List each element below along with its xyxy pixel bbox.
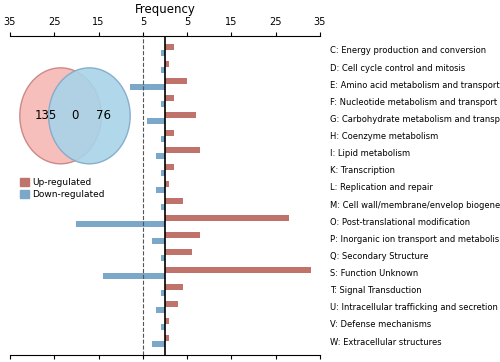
Bar bbox=[165, 164, 174, 170]
Bar bbox=[165, 301, 178, 307]
Bar bbox=[152, 341, 165, 347]
Bar bbox=[160, 170, 165, 176]
Bar bbox=[165, 249, 192, 256]
Bar bbox=[165, 318, 170, 324]
X-axis label: Frequency: Frequency bbox=[134, 3, 196, 16]
Bar bbox=[160, 256, 165, 261]
Bar bbox=[165, 181, 170, 187]
Bar bbox=[165, 335, 170, 341]
Bar bbox=[160, 101, 165, 107]
Bar bbox=[103, 273, 165, 278]
Bar bbox=[165, 198, 182, 204]
Bar bbox=[156, 153, 165, 159]
Legend: Up-regulated, Down-regulated: Up-regulated, Down-regulated bbox=[20, 178, 104, 199]
Bar bbox=[160, 204, 165, 210]
Bar bbox=[165, 284, 182, 290]
Ellipse shape bbox=[20, 68, 102, 164]
Bar bbox=[156, 307, 165, 313]
Bar bbox=[156, 187, 165, 193]
Bar bbox=[165, 113, 196, 118]
Bar bbox=[130, 84, 165, 90]
Bar bbox=[165, 44, 174, 50]
Text: 76: 76 bbox=[96, 109, 112, 122]
Bar bbox=[165, 78, 187, 84]
Ellipse shape bbox=[48, 68, 130, 164]
Bar bbox=[165, 147, 200, 153]
Bar bbox=[160, 324, 165, 330]
Bar bbox=[165, 215, 289, 221]
Bar bbox=[148, 118, 165, 125]
Bar bbox=[165, 266, 311, 273]
Text: 0: 0 bbox=[72, 109, 78, 122]
Bar bbox=[165, 130, 174, 135]
Bar bbox=[165, 61, 170, 67]
Bar bbox=[152, 238, 165, 244]
Bar bbox=[160, 50, 165, 56]
Bar bbox=[165, 95, 174, 101]
Bar bbox=[76, 221, 165, 227]
Bar bbox=[160, 135, 165, 142]
Bar bbox=[160, 290, 165, 296]
Bar bbox=[160, 67, 165, 73]
Bar bbox=[165, 232, 200, 238]
Text: 135: 135 bbox=[35, 109, 58, 122]
